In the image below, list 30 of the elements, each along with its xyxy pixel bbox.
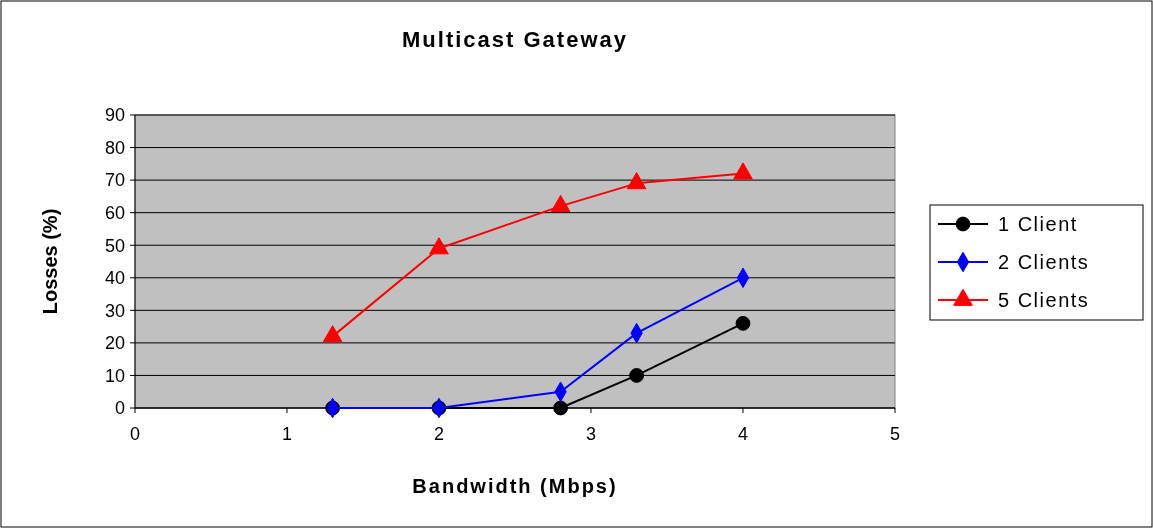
legend-label: 5 Clients (998, 289, 1090, 311)
x-tick-label: 4 (737, 424, 749, 444)
y-tick-label: 20 (104, 333, 125, 354)
x-tick-label: 0 (129, 424, 141, 444)
y-tick-label: 30 (104, 300, 125, 321)
point (322, 325, 343, 343)
y-tick-label: 40 (104, 268, 125, 289)
x-tick-label: 1 (281, 424, 293, 444)
point (550, 194, 571, 213)
y-axis-title: Losses (%) (39, 208, 61, 315)
point (629, 368, 645, 383)
x-tick-label: 5 (889, 424, 901, 444)
x-tick-label: 3 (585, 424, 597, 444)
chart-title: Multicast Gateway (402, 27, 628, 52)
y-tick-label: 70 (104, 170, 125, 191)
point (429, 237, 449, 255)
x-axis-title: Bandwidth (Mbps) (412, 475, 618, 497)
y-tick-label: 90 (104, 105, 125, 126)
legend-label: 2 Clients (998, 251, 1090, 273)
legend-label: 1 Client (998, 213, 1078, 235)
y-tick-label: 60 (104, 202, 125, 223)
y-tick-label: 50 (104, 235, 125, 256)
y-tick-label: 80 (104, 137, 125, 158)
point (553, 400, 569, 416)
point (733, 162, 753, 180)
point (626, 172, 647, 190)
point (735, 315, 751, 331)
x-tick-label: 2 (433, 424, 445, 444)
y-tick-label: 0 (114, 398, 125, 419)
y-tick-label: 10 (104, 365, 125, 386)
